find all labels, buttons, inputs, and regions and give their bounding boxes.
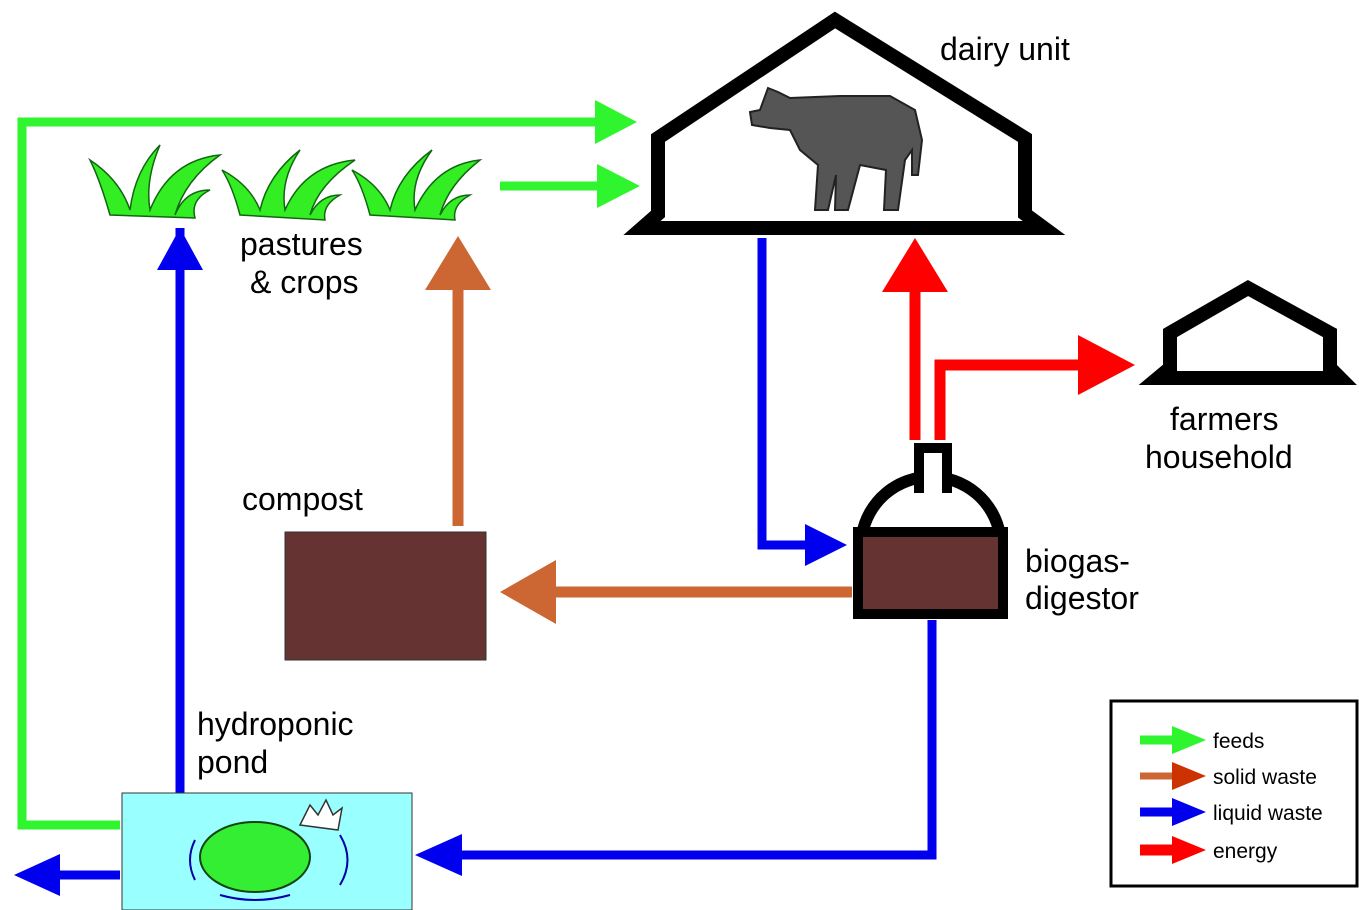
legend-label: energy [1213, 840, 1278, 863]
liquid-arrow [762, 238, 808, 545]
node-label: pond [197, 744, 268, 780]
household-house [1158, 288, 1340, 378]
node-label: pastures [240, 226, 363, 262]
diagram: dairy unit pastures & crops farmers hous… [0, 0, 1359, 910]
arrowhead [14, 854, 60, 896]
node-label: digestor [1025, 580, 1139, 616]
lily-pad [200, 822, 310, 892]
arrowhead [425, 236, 491, 290]
legend-label: feeds [1213, 730, 1264, 753]
node-label: hydroponic [197, 706, 354, 742]
node-label: biogas- [1025, 543, 1130, 579]
node-label: dairy unit [940, 31, 1070, 67]
arrowhead [597, 164, 640, 208]
legend-label: solid waste [1213, 766, 1317, 789]
digestor-neck-inner [924, 453, 942, 493]
digestor-tank [858, 532, 1003, 614]
arrowhead [595, 100, 637, 144]
node-label: compost [242, 481, 363, 517]
arrowhead [1078, 335, 1135, 395]
grass [90, 145, 480, 220]
node-label: & crops [250, 264, 358, 300]
arrowhead [882, 238, 948, 292]
legend-label: liquid waste [1213, 802, 1323, 825]
arrowhead [415, 834, 462, 876]
arrowhead [805, 524, 847, 566]
arrowhead [500, 560, 556, 624]
energy-arrow [940, 365, 1082, 440]
liquid-arrow [458, 620, 932, 855]
node-label: household [1145, 439, 1293, 475]
node-label: farmers [1170, 401, 1278, 437]
compost-box [285, 532, 486, 660]
